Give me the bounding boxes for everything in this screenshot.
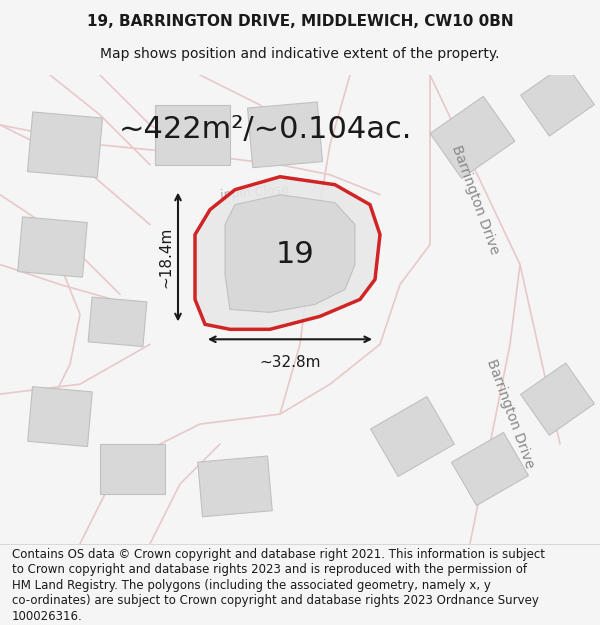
Text: Map shows position and indicative extent of the property.: Map shows position and indicative extent… [100,47,500,61]
Polygon shape [521,363,595,435]
Polygon shape [28,387,92,446]
Polygon shape [225,194,355,312]
Text: to Crown copyright and database rights 2023 and is reproduced with the permissio: to Crown copyright and database rights 2… [12,563,527,576]
Text: 19: 19 [275,240,314,269]
Text: Barrington Drive: Barrington Drive [484,357,536,471]
Text: Barrington Drive: Barrington Drive [449,143,501,256]
Text: 100026316.: 100026316. [12,609,83,622]
Text: Contains OS data © Crown copyright and database right 2021. This information is : Contains OS data © Crown copyright and d… [12,548,545,561]
Polygon shape [452,432,529,506]
Polygon shape [371,397,454,476]
Polygon shape [430,96,515,178]
Text: ippin Close: ippin Close [220,183,290,202]
Polygon shape [195,177,380,329]
Polygon shape [88,297,147,347]
Polygon shape [18,217,87,278]
Polygon shape [248,102,322,168]
Text: ~32.8m: ~32.8m [259,355,321,370]
Polygon shape [521,64,595,136]
Text: co-ordinates) are subject to Crown copyright and database rights 2023 Ordnance S: co-ordinates) are subject to Crown copyr… [12,594,539,607]
Polygon shape [198,456,272,517]
Text: ~422m²/~0.104ac.: ~422m²/~0.104ac. [118,116,412,144]
Polygon shape [100,444,165,494]
Polygon shape [28,112,103,178]
Text: HM Land Registry. The polygons (including the associated geometry, namely x, y: HM Land Registry. The polygons (includin… [12,579,491,592]
Text: 19, BARRINGTON DRIVE, MIDDLEWICH, CW10 0BN: 19, BARRINGTON DRIVE, MIDDLEWICH, CW10 0… [86,14,514,29]
Polygon shape [155,105,230,165]
Text: ~18.4m: ~18.4m [158,226,173,288]
